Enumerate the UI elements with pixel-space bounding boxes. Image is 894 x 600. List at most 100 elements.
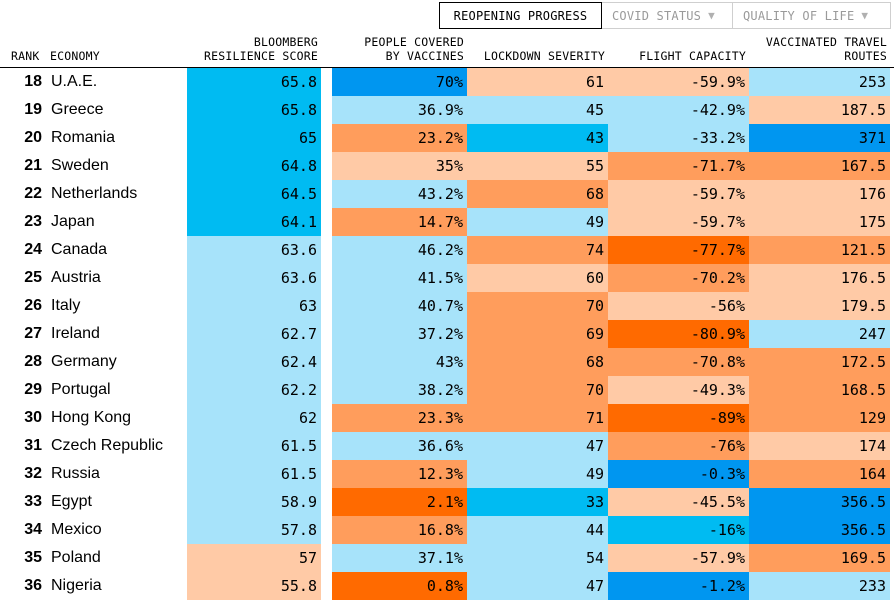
- economy-cell: Poland: [51, 549, 101, 566]
- header-line: RESILIENCE SCORE: [204, 49, 318, 63]
- rank-cell: 21: [24, 157, 42, 174]
- rank-cell: 32: [24, 465, 42, 482]
- table-row[interactable]: 29 Portugal 62.2 38.2% 70 -49.3% 168.5: [0, 376, 894, 404]
- rank-cell: 33: [24, 493, 42, 510]
- rank-cell: 36: [24, 577, 42, 594]
- lockdown-cell: 61: [467, 68, 608, 96]
- resilience-score-cell: 62: [187, 404, 321, 432]
- flight-capacity-cell: -45.5%: [608, 488, 749, 516]
- travel-routes-cell: 121.5: [749, 236, 890, 264]
- header-rank[interactable]: RANK: [11, 49, 40, 63]
- table-row[interactable]: 30 Hong Kong 62 23.3% 71 -89% 129: [0, 404, 894, 432]
- lockdown-cell: 70: [467, 376, 608, 404]
- table-row[interactable]: 35 Poland 57 37.1% 54 -57.9% 169.5: [0, 544, 894, 572]
- vaccines-cell: 43%: [332, 348, 467, 376]
- flight-capacity-cell: -42.9%: [608, 96, 749, 124]
- header-flight-capacity[interactable]: FLIGHT CAPACITY: [639, 49, 746, 63]
- table-row[interactable]: 22 Netherlands 64.5 43.2% 68 -59.7% 176: [0, 180, 894, 208]
- resilience-score-cell: 61.5: [187, 432, 321, 460]
- table-row[interactable]: 21 Sweden 64.8 35% 55 -71.7% 167.5: [0, 152, 894, 180]
- vaccines-cell: 14.7%: [332, 208, 467, 236]
- vaccines-cell: 36.6%: [332, 432, 467, 460]
- flight-capacity-cell: -1.2%: [608, 572, 749, 600]
- travel-routes-cell: 187.5: [749, 96, 890, 124]
- table-row[interactable]: 19 Greece 65.8 36.9% 45 -42.9% 187.5: [0, 96, 894, 124]
- chevron-down-icon: ▼: [708, 9, 715, 22]
- resilience-score-cell: 65.8: [187, 68, 321, 96]
- lockdown-cell: 69: [467, 320, 608, 348]
- tab-covid-status[interactable]: COVID STATUS ▼: [602, 2, 733, 29]
- header-resilience-score[interactable]: BLOOMBERG RESILIENCE SCORE: [187, 35, 318, 63]
- header-travel-routes[interactable]: VACCINATED TRAVEL ROUTES: [749, 35, 887, 63]
- view-tabs: REOPENING PROGRESS COVID STATUS ▼ QUALIT…: [439, 2, 891, 29]
- tab-label: COVID STATUS: [612, 8, 702, 23]
- header-vaccines[interactable]: PEOPLE COVERED BY VACCINES: [332, 35, 464, 63]
- economy-cell: Egypt: [51, 493, 92, 510]
- resilience-score-cell: 61.5: [187, 460, 321, 488]
- tab-label: REOPENING PROGRESS: [453, 8, 588, 23]
- rank-cell: 29: [24, 381, 42, 398]
- resilience-score-cell: 62.2: [187, 376, 321, 404]
- tab-reopening-progress[interactable]: REOPENING PROGRESS: [439, 2, 602, 29]
- resilience-score-cell: 55.8: [187, 572, 321, 600]
- table-row[interactable]: 33 Egypt 58.9 2.1% 33 -45.5% 356.5: [0, 488, 894, 516]
- table-row[interactable]: 36 Nigeria 55.8 0.8% 47 -1.2% 233: [0, 572, 894, 600]
- vaccines-cell: 12.3%: [332, 460, 467, 488]
- travel-routes-cell: 233: [749, 572, 890, 600]
- travel-routes-cell: 175: [749, 208, 890, 236]
- lockdown-cell: 49: [467, 460, 608, 488]
- flight-capacity-cell: -59.7%: [608, 180, 749, 208]
- header-line: ROUTES: [844, 49, 887, 63]
- travel-routes-cell: 168.5: [749, 376, 890, 404]
- rank-cell: 24: [24, 241, 42, 258]
- economy-cell: Japan: [51, 213, 95, 230]
- economy-cell: Portugal: [51, 381, 111, 398]
- table-row[interactable]: 31 Czech Republic 61.5 36.6% 47 -76% 174: [0, 432, 894, 460]
- table-row[interactable]: 26 Italy 63 40.7% 70 -56% 179.5: [0, 292, 894, 320]
- table-row[interactable]: 23 Japan 64.1 14.7% 49 -59.7% 175: [0, 208, 894, 236]
- vaccines-cell: 36.9%: [332, 96, 467, 124]
- resilience-score-cell: 57: [187, 544, 321, 572]
- travel-routes-cell: 164: [749, 460, 890, 488]
- lockdown-cell: 68: [467, 180, 608, 208]
- lockdown-cell: 71: [467, 404, 608, 432]
- rank-cell: 18: [24, 73, 42, 90]
- tab-label: QUALITY OF LIFE: [743, 8, 855, 23]
- table-row[interactable]: 27 Ireland 62.7 37.2% 69 -80.9% 247: [0, 320, 894, 348]
- travel-routes-cell: 253: [749, 68, 890, 96]
- travel-routes-cell: 356.5: [749, 488, 890, 516]
- lockdown-cell: 47: [467, 572, 608, 600]
- tab-quality-of-life[interactable]: QUALITY OF LIFE ▼: [733, 2, 891, 29]
- table-row[interactable]: 18 U.A.E. 65.8 70% 61 -59.9% 253: [0, 68, 894, 96]
- travel-routes-cell: 174: [749, 432, 890, 460]
- resilience-score-cell: 64.5: [187, 180, 321, 208]
- table-row[interactable]: 24 Canada 63.6 46.2% 74 -77.7% 121.5: [0, 236, 894, 264]
- flight-capacity-cell: -57.9%: [608, 544, 749, 572]
- rank-cell: 23: [24, 213, 42, 230]
- economy-cell: Germany: [51, 353, 117, 370]
- header-lockdown-severity[interactable]: LOCKDOWN SEVERITY: [483, 49, 605, 63]
- lockdown-cell: 45: [467, 96, 608, 124]
- flight-capacity-cell: -89%: [608, 404, 749, 432]
- economy-cell: Netherlands: [51, 185, 138, 202]
- table-row[interactable]: 34 Mexico 57.8 16.8% 44 -16% 356.5: [0, 516, 894, 544]
- header-line: BLOOMBERG: [253, 35, 318, 49]
- table-row[interactable]: 25 Austria 63.6 41.5% 60 -70.2% 176.5: [0, 264, 894, 292]
- economy-cell: Austria: [51, 269, 101, 286]
- header-divider: [0, 67, 894, 68]
- travel-routes-cell: 167.5: [749, 152, 890, 180]
- table-row[interactable]: 20 Romania 65 23.2% 43 -33.2% 371: [0, 124, 894, 152]
- economy-cell: Sweden: [51, 157, 109, 174]
- header-line: BY VACCINES: [385, 49, 464, 63]
- lockdown-cell: 44: [467, 516, 608, 544]
- flight-capacity-cell: -77.7%: [608, 236, 749, 264]
- travel-routes-cell: 169.5: [749, 544, 890, 572]
- flight-capacity-cell: -76%: [608, 432, 749, 460]
- travel-routes-cell: 179.5: [749, 292, 890, 320]
- lockdown-cell: 55: [467, 152, 608, 180]
- header-economy[interactable]: ECONOMY: [50, 49, 100, 63]
- table-row[interactable]: 32 Russia 61.5 12.3% 49 -0.3% 164: [0, 460, 894, 488]
- flight-capacity-cell: -33.2%: [608, 124, 749, 152]
- table-row[interactable]: 28 Germany 62.4 43% 68 -70.8% 172.5: [0, 348, 894, 376]
- resilience-score-cell: 62.4: [187, 348, 321, 376]
